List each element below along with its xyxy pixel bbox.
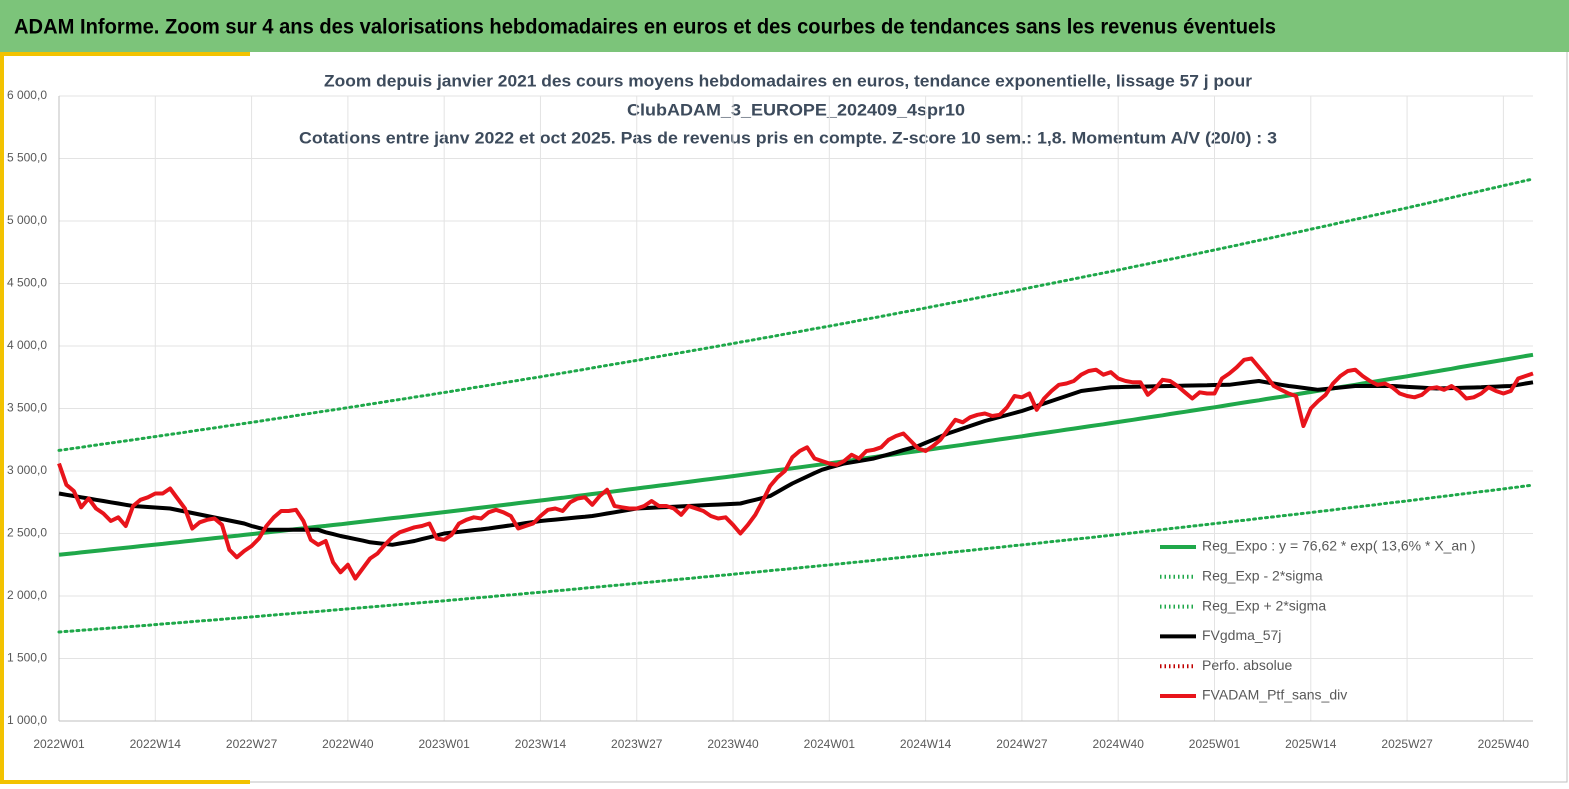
accent — [0, 52, 250, 56]
series-line — [57, 356, 1534, 581]
x-tick-label: 2025W01 — [1189, 737, 1241, 751]
chart-title: ClubADAM_3_EUROPE_202409_4spr10 — [627, 100, 965, 119]
y-tick-label: 3 500,0 — [7, 401, 47, 415]
y-tick-label: 2 500,0 — [7, 526, 47, 540]
legend-label: Reg_Exp + 2*sigma — [1202, 597, 1326, 613]
legend-label: FVADAM_Ptf_sans_div — [1202, 687, 1347, 703]
legend-label: Reg_Expo : y = 76,62 * exp( 13,6% * X_an… — [1202, 538, 1476, 554]
x-tick-label: 2024W01 — [804, 737, 856, 751]
y-tick-label: 1 500,0 — [7, 651, 47, 665]
series-line — [58, 379, 1534, 547]
legend-label: FVgdma_57j — [1202, 627, 1281, 643]
x-tick-label: 2025W40 — [1478, 737, 1530, 751]
chart-title: Zoom depuis janvier 2021 des cours moyen… — [324, 71, 1252, 90]
x-tick-label: 2025W27 — [1381, 737, 1433, 751]
y-tick-label: 5 500,0 — [7, 151, 47, 165]
x-tick-label: 2024W40 — [1093, 737, 1145, 751]
x-tick-label: 2023W14 — [515, 737, 567, 751]
x-tick-label: 2022W01 — [33, 737, 85, 751]
y-tick-label: 1 000,0 — [7, 713, 47, 727]
series-line — [57, 483, 1535, 634]
legend-label: Reg_Exp - 2*sigma — [1202, 568, 1323, 584]
accent — [0, 780, 250, 784]
legend-label: Perfo. absolue — [1202, 657, 1292, 673]
x-tick-label: 2023W01 — [418, 737, 470, 751]
x-tick-label: 2022W27 — [226, 737, 278, 751]
chart-title: Cotations entre janv 2022 et oct 2025. P… — [299, 128, 1277, 147]
x-tick-label: 2022W40 — [322, 737, 374, 751]
y-tick-label: 3 000,0 — [7, 463, 47, 477]
x-tick-label: 2023W40 — [707, 737, 759, 751]
page-title: ADAM Informe. Zoom sur 4 ans des valoris… — [14, 16, 1276, 39]
y-tick-label: 6 000,0 — [7, 88, 47, 102]
accent — [0, 52, 4, 784]
x-tick-label: 2025W14 — [1285, 737, 1337, 751]
header-bar — [0, 0, 1569, 52]
x-tick-label: 2024W14 — [900, 737, 952, 751]
y-tick-label: 4 500,0 — [7, 276, 47, 290]
x-tick-label: 2022W14 — [130, 737, 182, 751]
y-tick-label: 4 000,0 — [7, 338, 47, 352]
series-line — [57, 177, 1535, 452]
x-tick-label: 2023W27 — [611, 737, 663, 751]
x-tick-label: 2024W27 — [996, 737, 1048, 751]
y-tick-label: 2 000,0 — [7, 588, 47, 602]
y-tick-label: 5 000,0 — [7, 213, 47, 227]
